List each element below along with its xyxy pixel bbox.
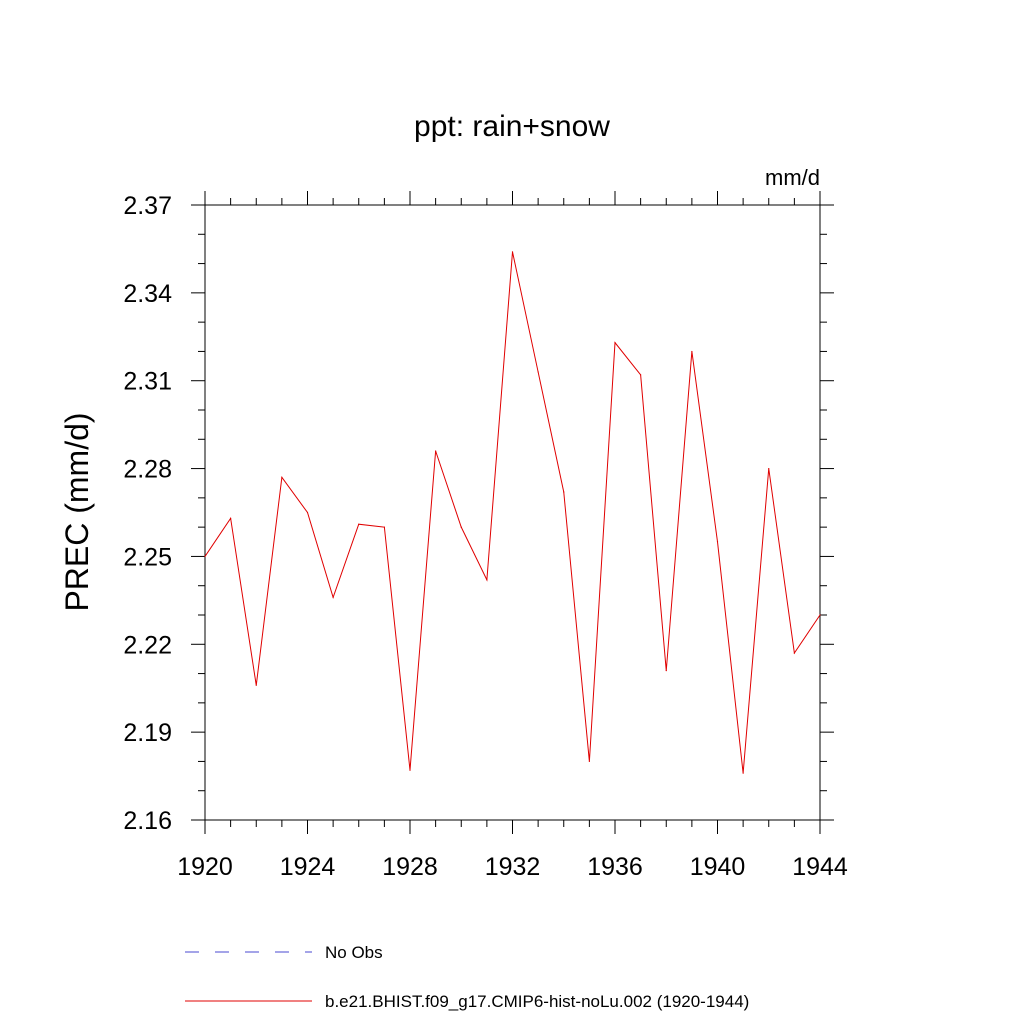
data-point	[383, 526, 385, 528]
data-point	[255, 684, 257, 686]
ticks-layer: 1920 1924 1928 1932 1936 1940 1944 2.16 2.19 2.22…	[123, 191, 848, 881]
data-point	[614, 342, 616, 344]
units-label: mm/d	[765, 165, 820, 190]
data-point	[358, 523, 360, 525]
x-tick-label: 1932	[485, 853, 541, 881]
y-tick-label: 2.25	[123, 543, 172, 571]
x-tick-label: 1928	[382, 853, 438, 881]
x-tick-label: 1924	[280, 853, 336, 881]
data-point	[716, 541, 719, 543]
chart-title: ppt: rain+snow	[414, 110, 610, 143]
y-tick-label: 2.16	[123, 807, 172, 835]
data-point	[511, 251, 514, 253]
x-tick-label: 1940	[690, 853, 746, 881]
y-tick-label: 2.31	[123, 368, 172, 396]
legend-label-0: No Obs	[325, 943, 383, 962]
data-point	[665, 670, 667, 672]
data-point	[281, 476, 283, 478]
y-tick-label: 2.37	[123, 192, 172, 220]
data-point	[640, 374, 642, 376]
series-layer	[204, 251, 821, 774]
y-tick-label: 2.34	[123, 280, 172, 308]
legend: No Obs b.e21.BHIST.f09_g17.CMIP6-hist-noL…	[185, 943, 749, 1011]
data-point	[230, 517, 232, 519]
x-tick-label: 1920	[177, 853, 233, 881]
y-axis-label: PREC (mm/d)	[59, 412, 95, 611]
data-point	[409, 769, 411, 771]
plot-frame	[204, 204, 821, 821]
data-point	[460, 526, 462, 528]
legend-label-1: b.e21.BHIST.f09_g17.CMIP6-hist-noLu.002 …	[325, 992, 749, 1011]
data-point	[306, 511, 309, 514]
y-tick-label: 2.28	[123, 456, 172, 484]
data-point	[435, 450, 437, 452]
data-point	[332, 596, 334, 599]
data-point	[768, 467, 770, 470]
data-point	[588, 760, 590, 763]
data-point	[742, 772, 744, 774]
y-tick-label: 2.22	[123, 631, 172, 659]
series-line-1	[204, 251, 821, 774]
data-point	[793, 652, 795, 654]
data-point	[819, 614, 821, 616]
x-tick-label: 1944	[792, 853, 848, 881]
x-tick-label: 1936	[587, 853, 643, 881]
data-point	[537, 371, 539, 373]
data-point	[486, 579, 488, 581]
data-point	[563, 491, 565, 493]
data-point	[691, 350, 693, 353]
data-point	[204, 555, 206, 558]
y-tick-label: 2.19	[123, 719, 172, 747]
